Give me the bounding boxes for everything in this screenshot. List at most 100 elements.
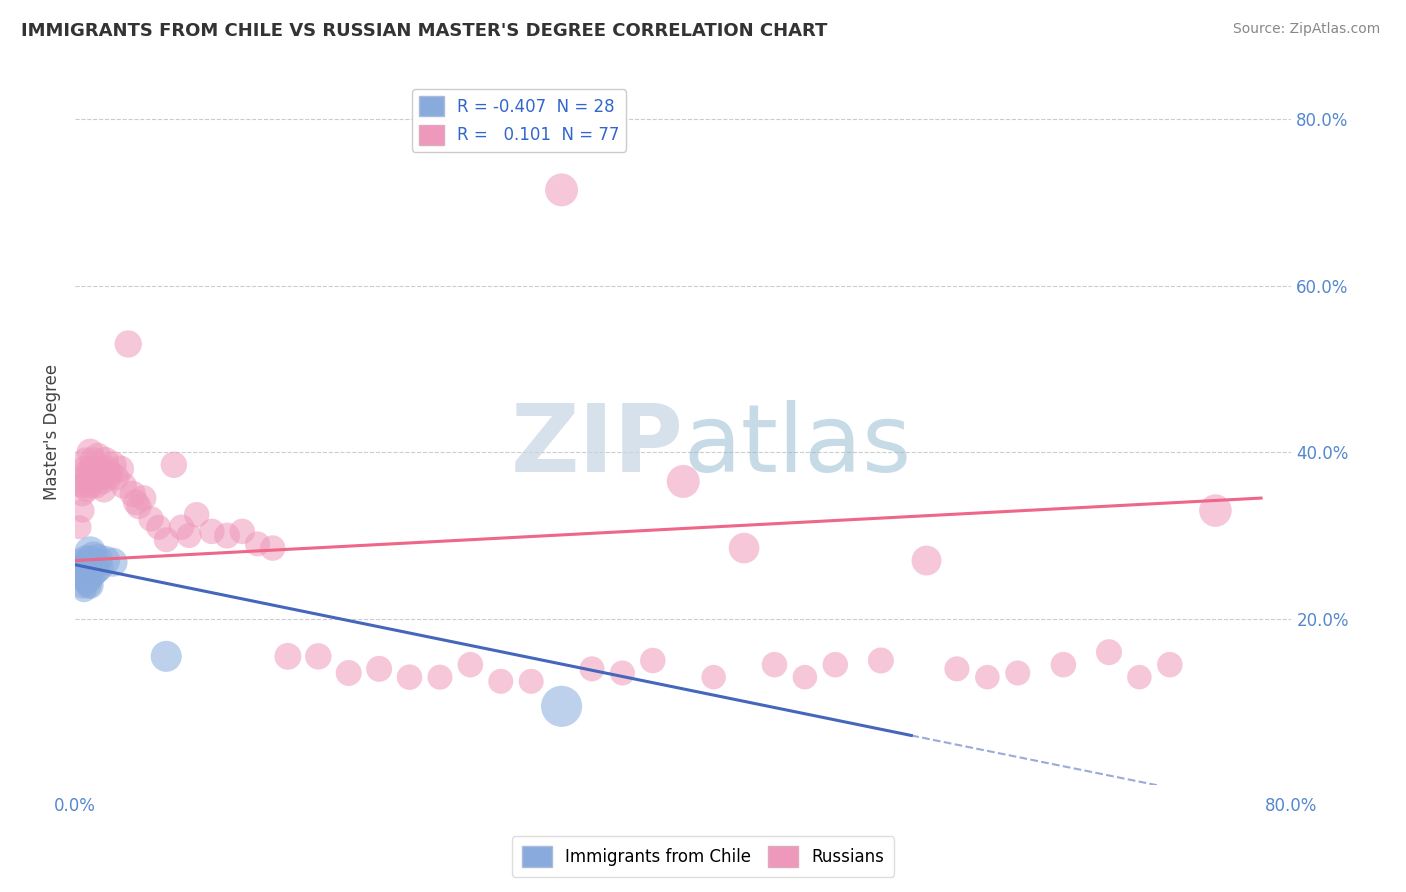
Point [246, 537, 269, 551]
Point [155, 649, 177, 664]
Point [70, 478, 93, 492]
Point [1098, 645, 1121, 659]
Point [82, 549, 104, 564]
Point [915, 553, 938, 567]
Point [489, 674, 512, 689]
Point [79, 578, 101, 592]
Point [101, 555, 124, 569]
Point [89, 560, 111, 574]
Point [946, 662, 969, 676]
Point [201, 524, 224, 539]
Point [1204, 503, 1226, 517]
Y-axis label: Master's Degree: Master's Degree [44, 363, 60, 500]
Point [82, 566, 104, 580]
Point [215, 528, 238, 542]
Point [170, 520, 193, 534]
Point [80, 558, 103, 572]
Point [77, 475, 100, 489]
Point [94, 553, 117, 567]
Point [125, 495, 148, 509]
Point [98, 466, 121, 480]
Point [870, 653, 893, 667]
Legend: R = -0.407  N = 28, R =   0.101  N = 77: R = -0.407 N = 28, R = 0.101 N = 77 [412, 89, 626, 152]
Point [69, 558, 91, 572]
Point [82, 453, 104, 467]
Point [128, 500, 150, 514]
Point [550, 183, 572, 197]
Point [75, 570, 97, 584]
Point [262, 541, 284, 555]
Point [72, 578, 94, 592]
Point [1052, 657, 1074, 672]
Point [1007, 665, 1029, 680]
Point [398, 670, 420, 684]
Point [77, 562, 100, 576]
Text: IMMIGRANTS FROM CHILE VS RUSSIAN MASTER'S DEGREE CORRELATION CHART: IMMIGRANTS FROM CHILE VS RUSSIAN MASTER'… [21, 22, 828, 40]
Point [703, 670, 725, 684]
Point [79, 462, 101, 476]
Point [793, 670, 815, 684]
Point [91, 475, 114, 489]
Point [79, 478, 101, 492]
Point [69, 520, 91, 534]
Point [733, 541, 755, 555]
Point [73, 566, 96, 580]
Point [94, 453, 117, 467]
Point [87, 450, 110, 464]
Point [93, 483, 115, 497]
Text: atlas: atlas [683, 400, 911, 491]
Point [112, 478, 135, 492]
Point [79, 545, 101, 559]
Point [117, 337, 139, 351]
Point [581, 662, 603, 676]
Point [429, 670, 451, 684]
Point [73, 462, 96, 476]
Point [337, 665, 360, 680]
Point [96, 462, 118, 476]
Point [641, 653, 664, 667]
Point [72, 503, 94, 517]
Point [550, 699, 572, 714]
Text: ZIP: ZIP [510, 400, 683, 491]
Point [460, 657, 482, 672]
Point [87, 552, 110, 566]
Point [79, 562, 101, 576]
Point [84, 478, 107, 492]
Point [84, 564, 107, 578]
Point [75, 470, 97, 484]
Point [307, 649, 329, 664]
Point [1128, 670, 1150, 684]
Point [277, 649, 299, 664]
Legend: Immigrants from Chile, Russians: Immigrants from Chile, Russians [512, 836, 894, 877]
Point [186, 508, 208, 522]
Point [101, 458, 124, 472]
Point [76, 574, 98, 589]
Point [79, 445, 101, 459]
Point [90, 470, 112, 484]
Point [83, 466, 105, 480]
Point [89, 462, 111, 476]
Point [121, 487, 143, 501]
Point [97, 470, 120, 484]
Point [368, 662, 391, 676]
Point [72, 487, 94, 501]
Point [70, 570, 93, 584]
Point [75, 553, 97, 567]
Point [132, 491, 155, 505]
Point [79, 553, 101, 567]
Point [148, 520, 170, 534]
Text: Source: ZipAtlas.com: Source: ZipAtlas.com [1233, 22, 1381, 37]
Point [76, 483, 98, 497]
Point [763, 657, 786, 672]
Point [824, 657, 846, 672]
Point [520, 674, 543, 689]
Point [80, 470, 103, 484]
Point [231, 524, 253, 539]
Point [672, 475, 695, 489]
Point [139, 512, 162, 526]
Point [163, 458, 186, 472]
Point [155, 533, 177, 547]
Point [79, 570, 101, 584]
Point [110, 462, 132, 476]
Point [73, 582, 96, 597]
